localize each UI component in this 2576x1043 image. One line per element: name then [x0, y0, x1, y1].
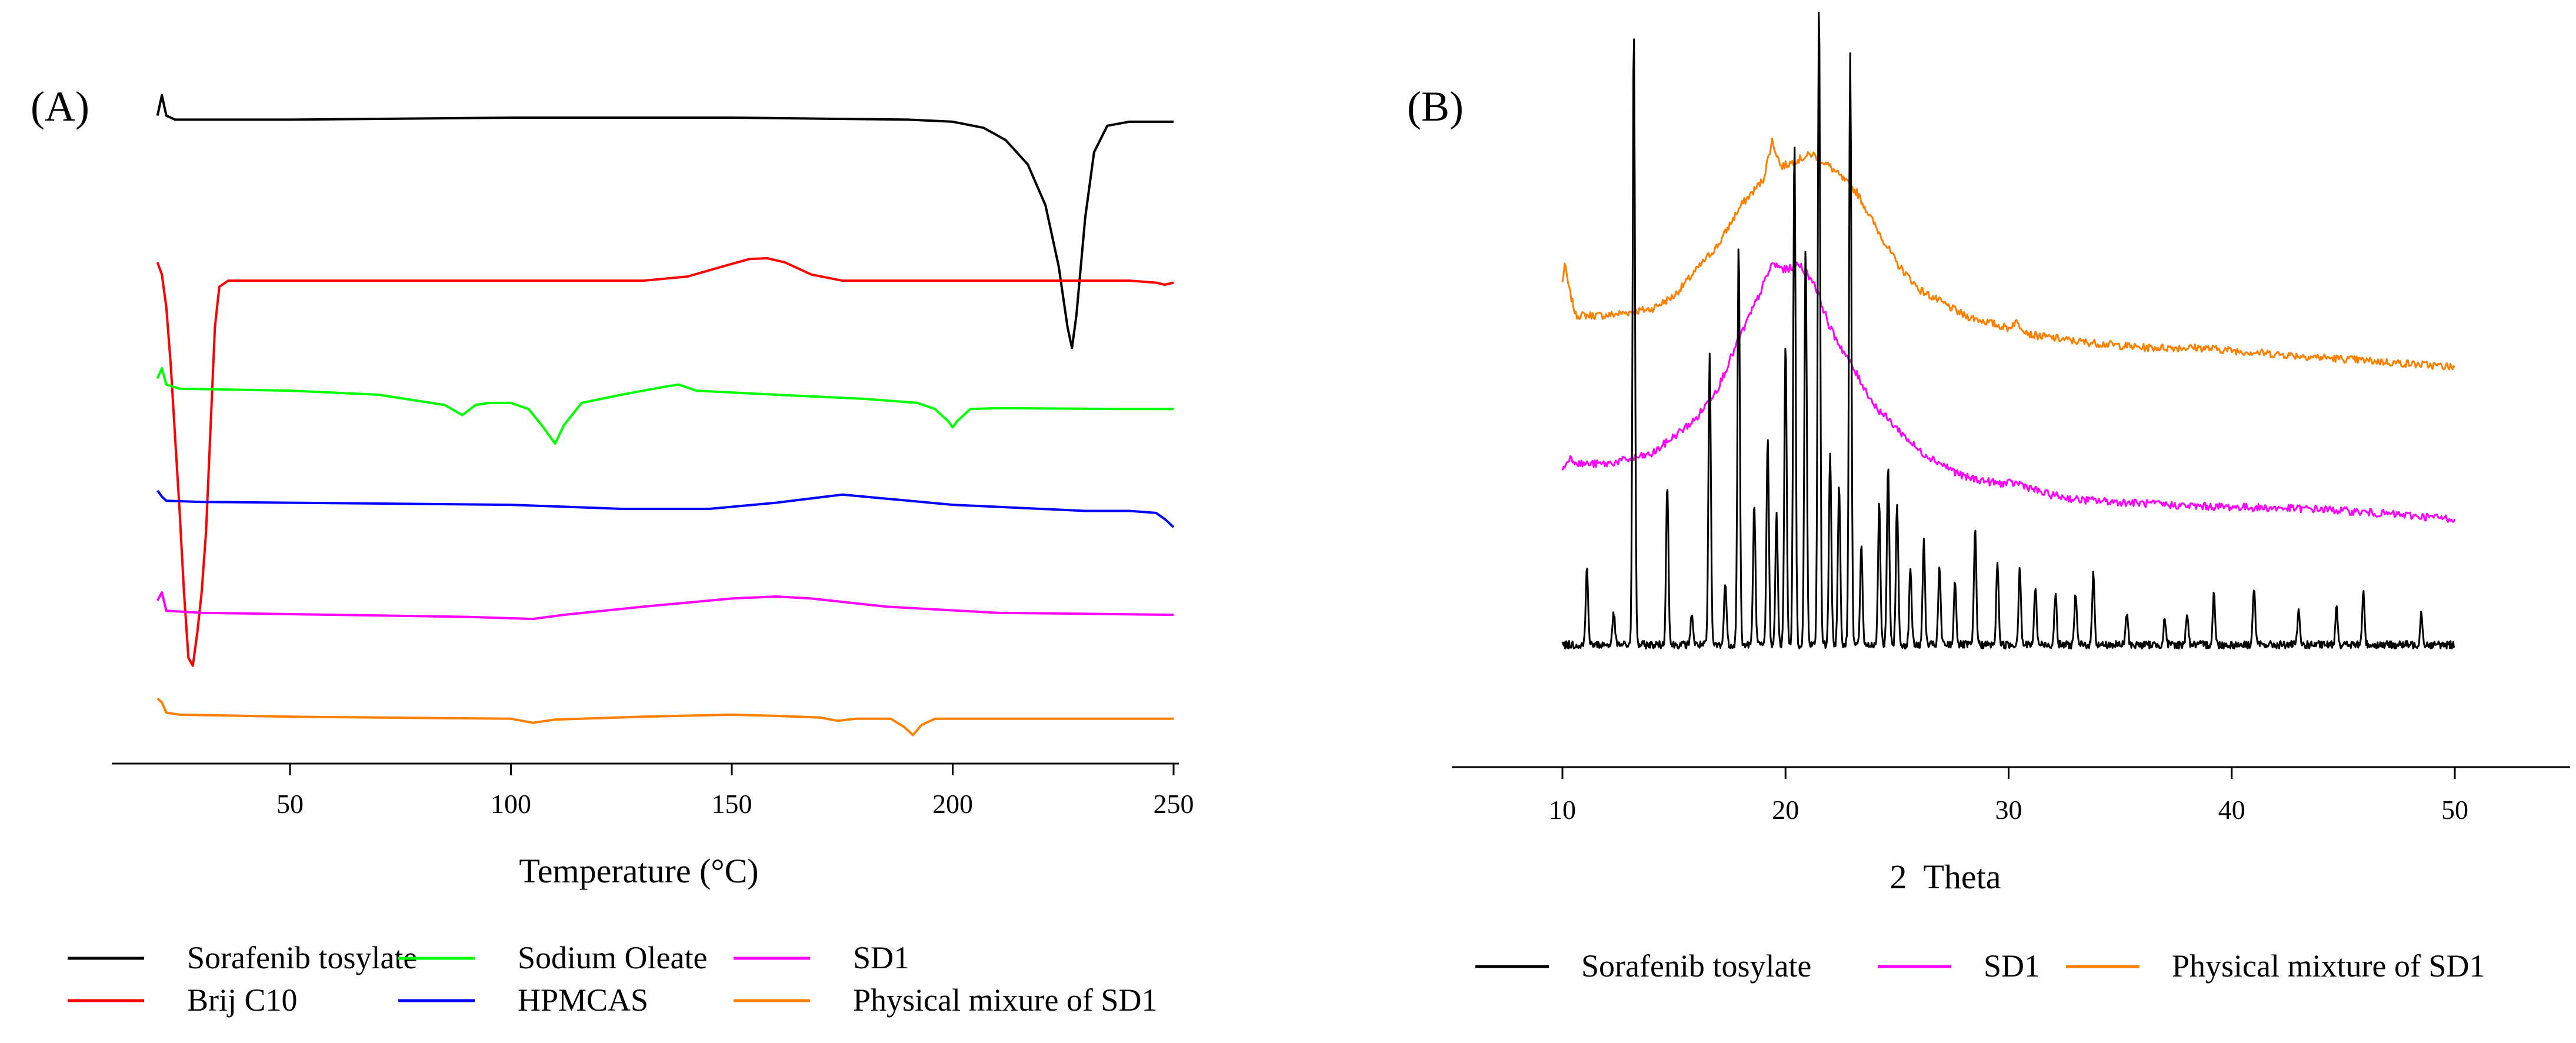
panel-a-series-physical-mixure-of-sd1 — [156, 697, 1174, 737]
panel-b-x-tick-label: 30 — [1995, 795, 2022, 825]
panel-a-label: (A) — [31, 83, 89, 130]
panel-a-series — [156, 94, 1175, 737]
panel-a-series-sodium-oleate — [156, 367, 1174, 445]
panel-b-series-sorafenib-tosylate — [1561, 11, 2455, 650]
panel-a-legend-label: Brij C10 — [187, 982, 298, 1018]
panel-b-x-tick-label: 50 — [2441, 795, 2468, 825]
panel-b-legend-label: SD1 — [1984, 948, 2040, 984]
panel-a-x-tick-label: 50 — [276, 789, 304, 819]
panel-a-legend-label: SD1 — [853, 940, 909, 975]
panel-a-x-tick-label: 100 — [491, 789, 531, 819]
panel-b-legend: Sorafenib tosylate SD1 Physical mixture of… — [1475, 948, 2485, 984]
panel-a-x-tick-label: 200 — [932, 789, 973, 819]
panel-a-legend: Sorafenib tosylate Brij C10 Sodium Oleate H… — [68, 940, 1157, 1018]
panel-a-series-sorafenib-tosylate — [156, 94, 1174, 349]
panel-a-x-ticks: 50 100 150 200 250 — [276, 764, 1194, 819]
panel-b-series — [1561, 11, 2456, 650]
panel-b-x-tick-label: 40 — [2218, 795, 2245, 825]
panel-a-legend-label: HPMCAS — [518, 982, 648, 1018]
panel-a-x-axis-title: Temperature (°C) — [519, 852, 758, 890]
panel-a-legend-label: Physical mixure of SD1 — [853, 982, 1157, 1018]
panel-a-dsc-chart: (A) 50 100 150 200 250 Temperature (°C) Sora… — [31, 83, 1194, 1018]
panel-b-series-physical-mixture-of-sd1 — [1561, 138, 2455, 371]
panel-b-x-tick-label: 20 — [1772, 795, 1799, 825]
panel-b-legend-label: Physical mixture of SD1 — [2172, 948, 2485, 984]
panel-a-series-hpmcas — [156, 489, 1175, 528]
panel-a-legend-label: Sodium Oleate — [518, 940, 707, 975]
panel-a-series-sd1 — [156, 591, 1174, 621]
panel-a-series-brij-c10 — [156, 257, 1174, 667]
panel-b-series-sd1 — [1561, 261, 2456, 523]
panel-b-x-tick-label: 10 — [1549, 795, 1576, 825]
panel-b-label: (B) — [1407, 83, 1464, 130]
panel-a-x-tick-label: 250 — [1154, 789, 1194, 819]
panel-b-legend-label: Sorafenib tosylate — [1581, 948, 1811, 984]
panel-b-x-ticks: 10 20 30 40 50 — [1549, 767, 2468, 825]
panel-b-x-axis-title: 2 Theta — [1890, 858, 2001, 896]
panel-a-x-tick-label: 150 — [712, 789, 752, 819]
panel-a-legend-label: Sorafenib tosylate — [187, 940, 417, 975]
panel-b-xrd-chart: (B) 10 20 30 40 50 2 Theta Sorafenib tosylat… — [1407, 11, 2570, 984]
